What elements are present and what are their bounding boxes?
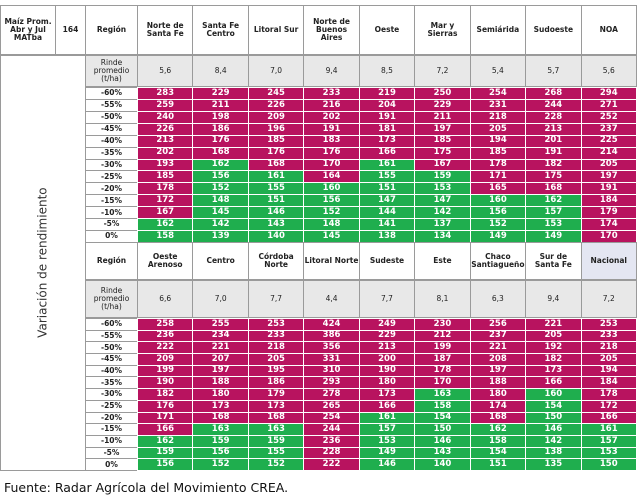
- region-header: Oeste Arenoso: [137, 242, 194, 280]
- footer: Fuente: Radar Agrícola del Movimiento CR…: [4, 480, 289, 495]
- yield-value: 8,1: [414, 280, 471, 318]
- value-cell: 135: [525, 458, 582, 471]
- side-label: Variación de rendimiento: [0, 55, 86, 471]
- value-cell: 150: [580, 458, 637, 471]
- region-header: NOA: [580, 5, 637, 55]
- yield-label: Rinde promedio (t/ha): [85, 280, 138, 318]
- region-header: Litoral Sur: [247, 5, 305, 55]
- region-header: Santa Fe Centro: [192, 5, 249, 55]
- region-header: Norte de Buenos Aires: [303, 5, 360, 55]
- yield-value: 7,2: [580, 280, 637, 318]
- yield-value: 8,4: [192, 55, 249, 87]
- yield-value: 8,5: [358, 55, 416, 87]
- value-cell: 222: [303, 458, 360, 471]
- value-cell: 152: [247, 458, 305, 471]
- yield-value: 7,0: [247, 55, 305, 87]
- corner-price: 164: [55, 5, 86, 55]
- yield-value: 6,6: [137, 280, 194, 318]
- row-header: Región: [85, 242, 138, 280]
- region-header: Este: [414, 242, 471, 280]
- yield-value: 9,4: [303, 55, 360, 87]
- region-header: Nacional: [580, 242, 637, 280]
- region-header: Oeste: [358, 5, 416, 55]
- yield-value: 9,4: [525, 280, 582, 318]
- side-label-text: Variación de rendimiento: [35, 187, 50, 339]
- yield-value: 7,7: [247, 280, 305, 318]
- value-cell: 152: [192, 458, 249, 471]
- yield-value: 6,3: [469, 280, 527, 318]
- corner-label: Maíz Prom. Abr y Jul MATba: [0, 5, 56, 55]
- region-header: Sur de Santa Fe: [525, 242, 582, 280]
- yield-value: 5,6: [137, 55, 194, 87]
- value-cell: 205: [580, 353, 637, 366]
- yield-value: 5,7: [525, 55, 582, 87]
- row-header: Región: [85, 5, 138, 55]
- region-header: Litoral Norte: [303, 242, 360, 280]
- value-cell: 146: [358, 458, 416, 471]
- region-header: Chaco Santiagueño: [469, 242, 527, 280]
- yield-value: 7,0: [192, 280, 249, 318]
- value-cell: 218: [580, 341, 637, 355]
- value-cell: 151: [469, 458, 527, 471]
- yield-value: 7,7: [358, 280, 416, 318]
- region-header: Mar y Sierras: [414, 5, 471, 55]
- value-cell: 140: [414, 458, 471, 471]
- yield-value: 5,4: [469, 55, 527, 87]
- region-header: Córdoba Norte: [247, 242, 305, 280]
- region-header: Sudoeste: [525, 5, 582, 55]
- yield-value: 5,6: [580, 55, 637, 87]
- row-label: 0%: [85, 458, 138, 471]
- value-cell: 156: [137, 458, 194, 471]
- region-header: Centro: [192, 242, 249, 280]
- region-header: Norte de Santa Fe: [137, 5, 194, 55]
- yield-label: Rinde promedio (t/ha): [85, 55, 138, 87]
- yield-value: 4,4: [303, 280, 360, 318]
- yield-value: 7,2: [414, 55, 471, 87]
- region-header: Semiárida: [469, 5, 527, 55]
- region-header: Sudeste: [358, 242, 416, 280]
